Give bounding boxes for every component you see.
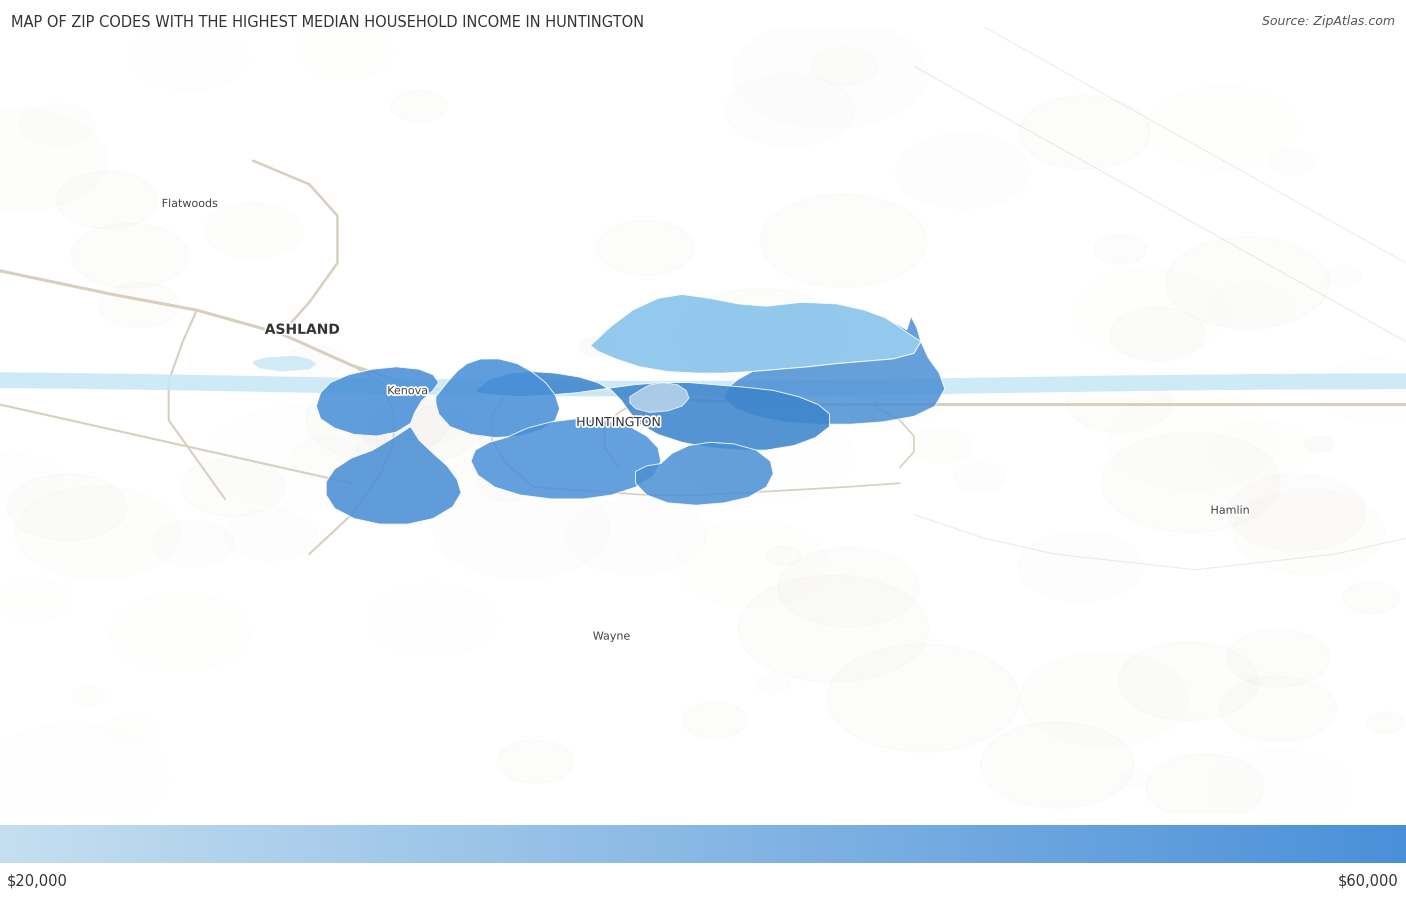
Text: HUNTINGTON: HUNTINGTON	[576, 416, 661, 429]
Text: $60,000: $60,000	[1339, 873, 1399, 888]
Polygon shape	[724, 316, 945, 424]
Text: $20,000: $20,000	[7, 873, 67, 888]
Polygon shape	[475, 371, 830, 450]
Polygon shape	[636, 442, 773, 505]
Text: Flatwoods: Flatwoods	[162, 199, 218, 209]
Polygon shape	[0, 372, 1406, 396]
Text: MAP OF ZIP CODES WITH THE HIGHEST MEDIAN HOUSEHOLD INCOME IN HUNTINGTON: MAP OF ZIP CODES WITH THE HIGHEST MEDIAN…	[11, 15, 644, 31]
Text: Hamlin: Hamlin	[1211, 506, 1250, 516]
Polygon shape	[316, 367, 439, 436]
Text: ASHLAND: ASHLAND	[264, 323, 340, 337]
Polygon shape	[436, 359, 560, 438]
Polygon shape	[630, 383, 689, 413]
Polygon shape	[326, 427, 461, 524]
Polygon shape	[471, 419, 661, 499]
Text: Kenova: Kenova	[387, 387, 429, 396]
Text: Source: ZipAtlas.com: Source: ZipAtlas.com	[1261, 15, 1395, 28]
Text: Wayne: Wayne	[593, 632, 630, 642]
Polygon shape	[253, 356, 316, 371]
Polygon shape	[591, 295, 921, 373]
